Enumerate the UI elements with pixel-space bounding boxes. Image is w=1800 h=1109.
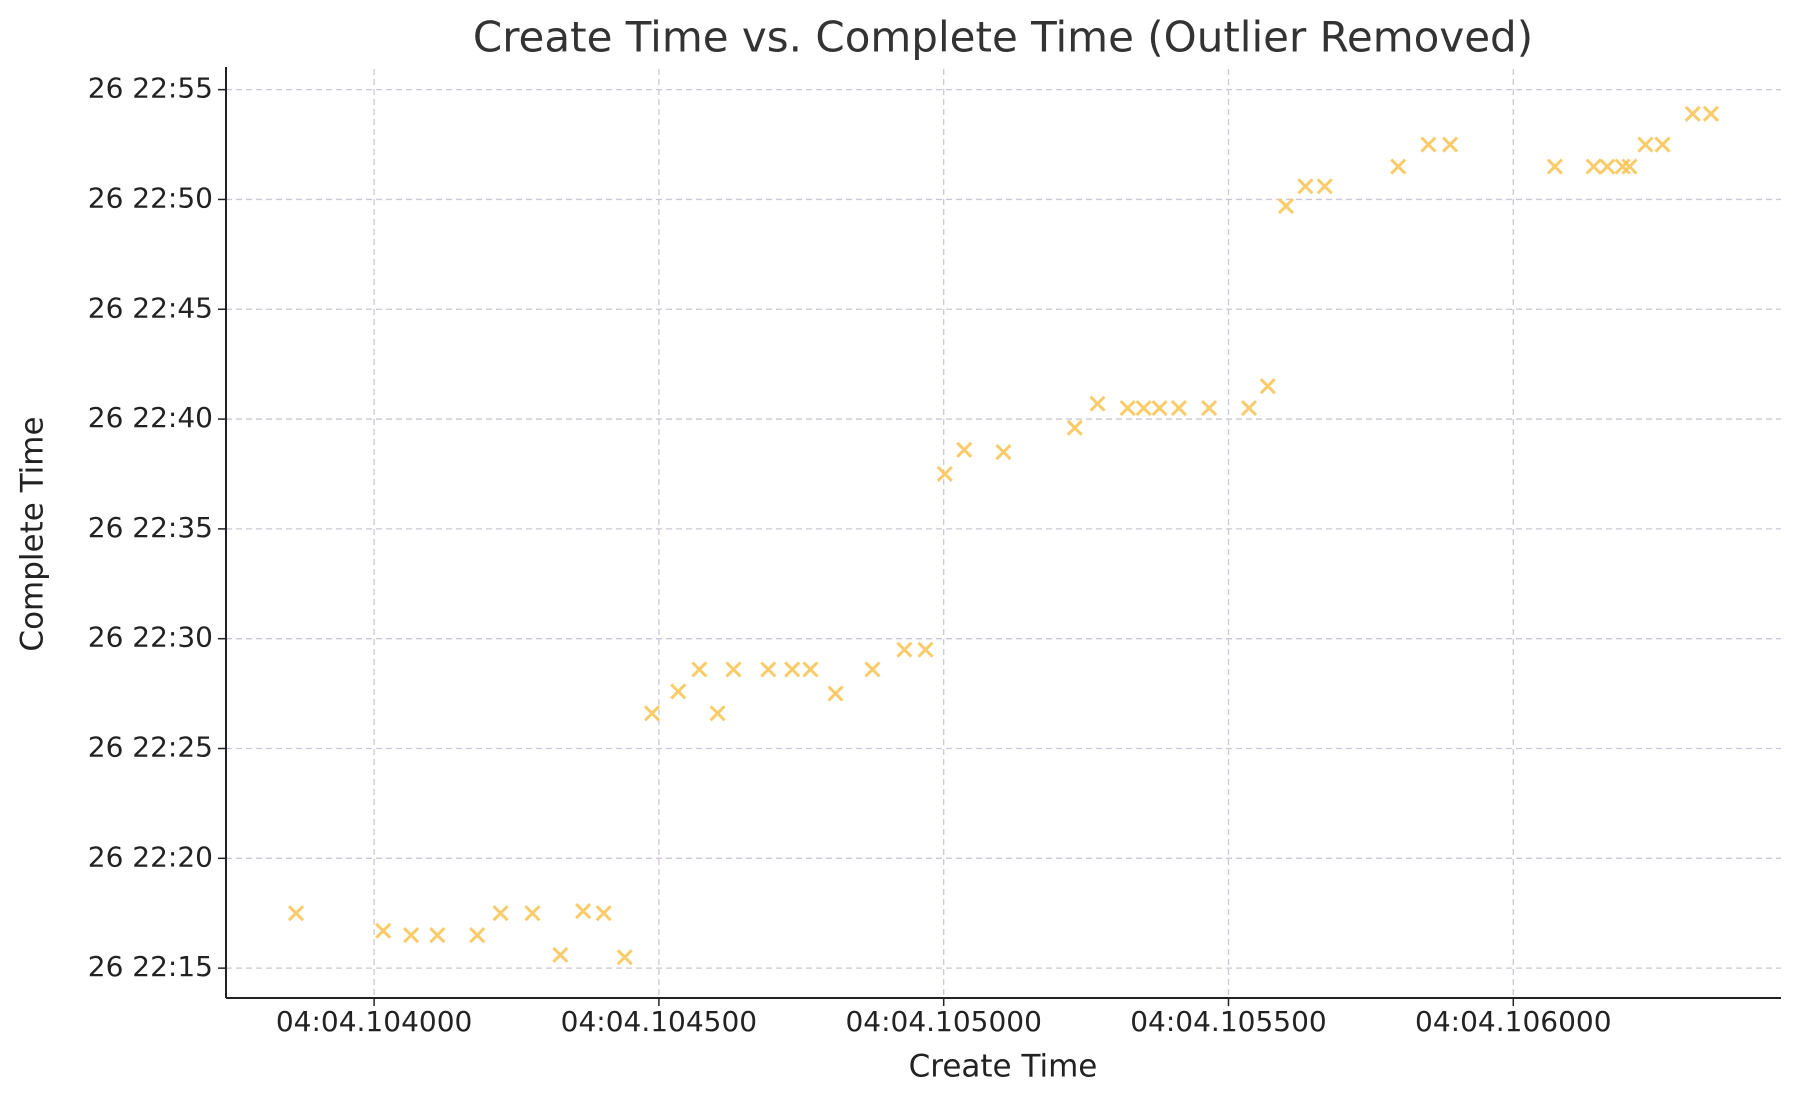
point	[917, 641, 934, 658]
point	[616, 949, 633, 966]
point	[1259, 378, 1276, 395]
point	[691, 661, 708, 678]
point	[1546, 158, 1563, 175]
point	[1614, 158, 1631, 175]
point	[492, 905, 509, 922]
point	[956, 441, 973, 458]
point	[287, 905, 305, 922]
point	[403, 927, 420, 944]
point	[1151, 400, 1168, 417]
point	[1585, 158, 1602, 175]
point	[725, 661, 742, 678]
point	[1135, 400, 1152, 417]
y-tick-label: 26 22:30	[88, 621, 213, 654]
y-tick-label: 26 22:20	[88, 840, 213, 873]
point	[575, 902, 592, 920]
point	[760, 661, 777, 678]
point	[1684, 105, 1701, 122]
point	[670, 683, 687, 700]
x-axis-label: Create Time	[909, 1049, 1098, 1085]
point	[802, 661, 819, 678]
point	[936, 465, 953, 483]
x-tick-label: 04:04.105500	[1130, 1005, 1326, 1038]
point	[1599, 158, 1616, 175]
point	[1089, 395, 1106, 412]
point	[1240, 400, 1258, 417]
point	[1316, 178, 1333, 195]
point	[896, 641, 913, 658]
x-tick-label: 04:04.105000	[845, 1005, 1041, 1038]
point	[1420, 136, 1437, 153]
point	[1066, 419, 1083, 436]
y-tick-label: 26 22:50	[88, 181, 213, 214]
point	[1702, 105, 1720, 122]
point	[469, 927, 486, 944]
point	[995, 443, 1012, 461]
y-axis-label: Complete Time	[15, 416, 51, 651]
point	[643, 705, 661, 722]
point	[864, 661, 881, 678]
point	[429, 927, 446, 944]
y-tick-label: 26 22:15	[88, 950, 213, 983]
point	[784, 661, 801, 678]
point	[1297, 178, 1314, 195]
y-tick-label: 26 22:40	[88, 401, 213, 434]
point	[375, 922, 392, 939]
y-tick-label: 26 22:25	[88, 731, 213, 764]
x-tick-label: 04:04.106000	[1415, 1005, 1611, 1038]
point	[1170, 400, 1188, 417]
y-tick-label: 26 22:45	[88, 291, 213, 324]
point	[1277, 197, 1295, 215]
point	[552, 946, 569, 964]
chart-title: Create Time vs. Complete Time (Outlier R…	[473, 13, 1533, 62]
y-tick-label: 26 22:55	[88, 72, 213, 105]
x-tick-label: 04:04.104000	[276, 1005, 472, 1038]
point	[595, 905, 612, 922]
point	[1441, 136, 1459, 153]
point	[1201, 400, 1218, 417]
point	[1621, 158, 1638, 175]
point	[827, 685, 844, 702]
point	[709, 705, 726, 722]
point	[1637, 136, 1654, 153]
y-tick-label: 26 22:35	[88, 511, 213, 544]
point	[1119, 400, 1136, 417]
point	[524, 905, 541, 922]
point	[1390, 158, 1407, 175]
x-tick-label: 04:04.104500	[561, 1005, 757, 1038]
point	[1654, 136, 1671, 153]
